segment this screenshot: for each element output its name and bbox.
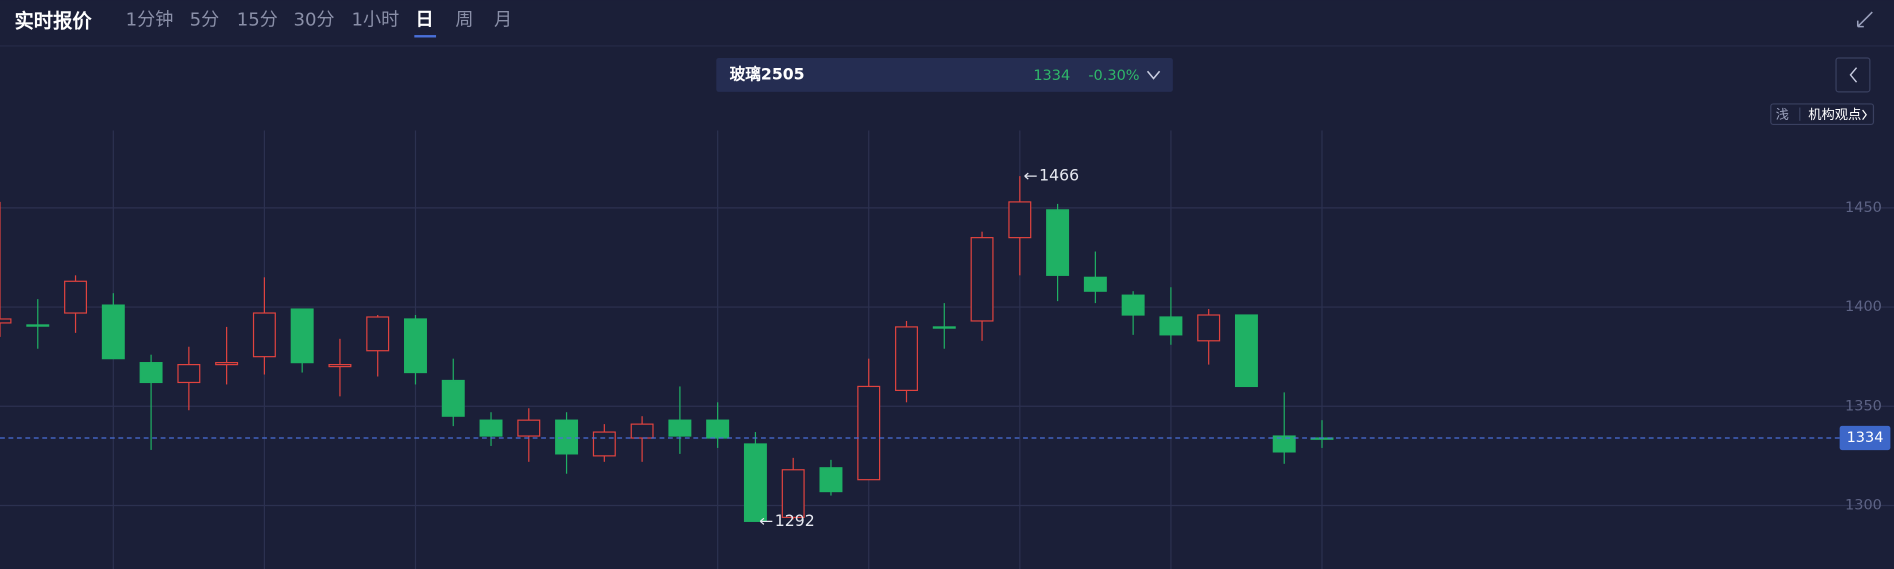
candle-body xyxy=(970,237,994,322)
candle-body xyxy=(743,443,767,522)
opinion-label: 机构观点 xyxy=(1808,107,1861,123)
side-toggle[interactable] xyxy=(1835,57,1871,93)
candle-body xyxy=(328,364,352,368)
contract-price: 1334 xyxy=(1033,68,1070,84)
candle-body xyxy=(252,312,276,358)
contract-selector[interactable]: 玻璃2505 1334 -0.30% xyxy=(716,58,1173,92)
candle-body xyxy=(1272,435,1296,453)
annotation-arrow xyxy=(1024,172,1037,180)
candle-body xyxy=(1083,276,1107,292)
tab[interactable]: 日 xyxy=(416,10,434,31)
tab[interactable]: 1分钟 xyxy=(126,10,174,31)
opinion-icon xyxy=(1862,109,1867,120)
candle-body xyxy=(1197,314,1221,342)
candle-body xyxy=(1121,294,1145,316)
opinion-box xyxy=(1770,103,1875,126)
candle-body xyxy=(1159,316,1183,336)
y-tick-label: 1350 xyxy=(1845,398,1882,414)
candle-body xyxy=(26,324,50,327)
candle-body xyxy=(819,467,843,493)
candle-body xyxy=(555,419,579,455)
candle-body xyxy=(932,326,956,329)
y-tick-label: 1300 xyxy=(1845,497,1882,513)
collapse-icon[interactable] xyxy=(1856,11,1873,28)
candle-body xyxy=(0,318,12,324)
candle-body xyxy=(215,362,239,366)
tab[interactable]: 月 xyxy=(494,10,512,31)
annotation-label: 1466 xyxy=(1039,166,1079,185)
candle-body xyxy=(668,419,692,437)
tab[interactable]: 周 xyxy=(455,10,473,31)
tab[interactable]: 15分 xyxy=(237,10,278,31)
candle-body xyxy=(139,362,163,384)
candle-body xyxy=(592,431,616,457)
tabs: 1分钟 5分 15分 30分 1小时日周月 xyxy=(126,10,512,38)
candle-body xyxy=(706,419,730,439)
candle-body xyxy=(479,419,503,437)
candle-body xyxy=(366,316,390,352)
candle-body xyxy=(781,469,805,518)
annotation-label: 1292 xyxy=(775,511,815,530)
contract-box xyxy=(716,58,1173,92)
candle-body xyxy=(404,318,427,374)
candle-body xyxy=(1008,201,1032,239)
candle-body xyxy=(177,364,201,384)
annotation-arrow xyxy=(759,517,773,525)
title: 实时报价 xyxy=(14,9,92,32)
last-price-label: 1334 xyxy=(1847,430,1884,446)
tab[interactable]: 30分 xyxy=(294,10,335,31)
tab[interactable]: 1小时 xyxy=(352,10,400,31)
candle-body xyxy=(895,326,918,392)
tab[interactable]: 5分 xyxy=(190,10,220,31)
y-tick-label: 1450 xyxy=(1845,200,1882,216)
side-toggle-box xyxy=(1835,57,1871,93)
side-toggle-icon xyxy=(1849,67,1858,83)
candle-body xyxy=(101,304,125,360)
opinion-button[interactable]: 浅 机构观点 xyxy=(1770,103,1875,126)
candle-body xyxy=(1046,209,1070,276)
theme-label: 浅 xyxy=(1776,107,1789,123)
candle-body xyxy=(64,280,88,314)
candle-body xyxy=(441,379,465,417)
last-price-box xyxy=(1839,425,1891,451)
contract-name: 玻璃2505 xyxy=(730,64,805,83)
candle-body xyxy=(290,308,314,364)
candle-body xyxy=(1234,314,1258,388)
candle-body xyxy=(857,385,881,481)
contract-change: -0.30% xyxy=(1088,68,1139,84)
active-tab-underline xyxy=(414,35,437,38)
candle-body xyxy=(630,423,654,439)
y-tick-label: 1400 xyxy=(1845,299,1882,315)
plot: 1300 1350 1400 1450 1466 1292 1334 xyxy=(0,130,1894,569)
candle-body xyxy=(517,419,541,437)
dropdown-icon xyxy=(1146,70,1161,80)
